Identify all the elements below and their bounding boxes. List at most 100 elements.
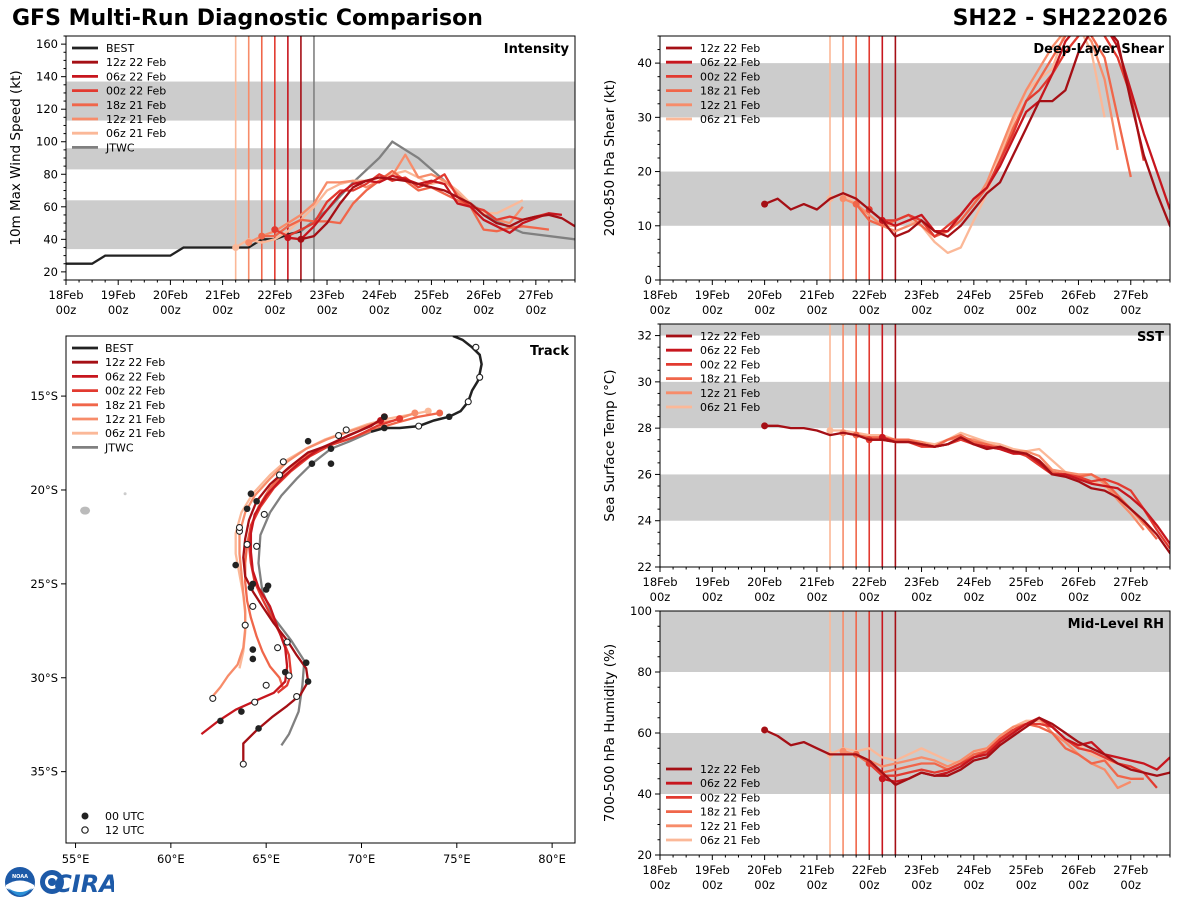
x-tick-label: 22Feb xyxy=(852,863,887,877)
best-track-line xyxy=(370,336,483,434)
x-tick-label: 20Feb xyxy=(747,288,782,302)
x-tick-label: 25Feb xyxy=(414,288,449,302)
legend-label: 12z 21 Feb xyxy=(700,820,760,833)
x-tick-hour-label: 00z xyxy=(859,303,880,317)
series-init-point xyxy=(761,200,769,208)
x-tick-hour-label: 00z xyxy=(1120,303,1141,317)
x-tick-label: 22Feb xyxy=(852,288,887,302)
y-tick-label: 24 xyxy=(637,514,652,528)
marker-12utc xyxy=(293,692,301,701)
x-tick-hour-label: 00z xyxy=(702,303,723,317)
x-tick-hour-label: 00z xyxy=(1068,878,1089,892)
x-tick-hour-label: 00z xyxy=(56,303,77,317)
forecast-init-point xyxy=(411,409,419,417)
marker-12utc xyxy=(235,523,244,532)
rh-panel: 2040608010018Feb00z19Feb00z20Feb00z21Feb… xyxy=(602,604,1171,892)
series-init-point xyxy=(245,239,253,247)
legend-label: 06z 21 Feb xyxy=(700,113,760,126)
x-tick-hour-label: 00z xyxy=(1016,878,1037,892)
x-tick-hour-label: 00z xyxy=(911,303,932,317)
y-tick-label: 100 xyxy=(36,135,58,149)
marker-00utc xyxy=(232,561,239,569)
x-tick-label: 18Feb xyxy=(643,288,678,302)
series-line xyxy=(287,174,563,241)
lon-tick-label: 55°E xyxy=(62,852,90,866)
legend-label: 12z 21 Feb xyxy=(105,413,165,426)
legend-label: 06z 21 Feb xyxy=(700,401,760,414)
marker-00utc xyxy=(247,490,255,498)
x-tick-hour-label: 00z xyxy=(964,878,985,892)
x-tick-hour-label: 00z xyxy=(1120,590,1141,604)
series-init-point xyxy=(878,775,886,783)
category-band xyxy=(66,148,575,170)
y-tick-label: 40 xyxy=(637,56,652,70)
x-tick-hour-label: 00z xyxy=(108,303,129,317)
x-tick-label: 25Feb xyxy=(1009,575,1044,589)
x-tick-hour-label: 00z xyxy=(264,303,285,317)
y-tick-label: 30 xyxy=(637,375,652,389)
marker-12utc xyxy=(283,638,291,646)
marker-12utc xyxy=(335,431,343,440)
legend-label: 12z 21 Feb xyxy=(700,387,760,400)
series-init-point xyxy=(839,747,847,755)
noaa-logo-icon: NOAA xyxy=(5,867,35,897)
x-tick-hour-label: 00z xyxy=(212,303,233,317)
series-group xyxy=(761,422,1170,556)
series-line xyxy=(764,424,1170,556)
marker-legend-00utc xyxy=(81,812,89,820)
x-tick-label: 21Feb xyxy=(799,863,834,877)
series-init-point xyxy=(284,234,292,242)
marker-12utc xyxy=(262,681,270,689)
x-tick-label: 20Feb xyxy=(747,863,782,877)
marker-12utc xyxy=(274,644,282,652)
x-tick-label: 18Feb xyxy=(49,288,84,302)
panel-title: SST xyxy=(1137,330,1164,345)
series-init-point xyxy=(761,726,769,734)
y-tick-label: 30 xyxy=(637,110,652,124)
y-axis-label: 10m Max Wind Speed (kt) xyxy=(8,70,24,245)
y-tick-label: 60 xyxy=(43,200,58,214)
legend-label: 12z 21 Feb xyxy=(700,99,760,112)
shear-panel: 01020304018Feb00z19Feb00z20Feb00z21Feb00… xyxy=(602,35,1171,317)
island-mauritius xyxy=(123,492,127,496)
legend-label: 12 UTC xyxy=(105,824,145,837)
x-tick-hour-label: 00z xyxy=(911,590,932,604)
x-tick-hour-label: 00z xyxy=(754,878,775,892)
marker-12utc xyxy=(285,672,293,680)
marker-12utc xyxy=(415,422,423,430)
x-tick-label: 20Feb xyxy=(153,288,188,302)
marker-12utc xyxy=(209,694,217,702)
x-tick-label: 26Feb xyxy=(1061,288,1096,302)
x-tick-hour-label: 00z xyxy=(754,590,775,604)
intensity-panel: 2040608010012014016018Feb00z19Feb00z20Fe… xyxy=(8,35,576,317)
x-tick-label: 23Feb xyxy=(310,288,345,302)
x-tick-hour-label: 00z xyxy=(754,303,775,317)
legend-label: 18z 21 Feb xyxy=(700,806,760,819)
marker-12utc xyxy=(243,540,251,548)
marker-00utc xyxy=(217,717,224,725)
cira-logo-text: CIRA xyxy=(54,870,114,898)
x-tick-label: 27Feb xyxy=(1113,863,1148,877)
y-tick-label: 20 xyxy=(43,265,58,279)
x-tick-hour-label: 00z xyxy=(702,590,723,604)
x-tick-hour-label: 00z xyxy=(421,303,442,317)
marker-00utc xyxy=(253,497,260,505)
category-band xyxy=(660,381,1170,429)
series-init-point xyxy=(232,243,240,251)
x-tick-label: 26Feb xyxy=(1061,575,1096,589)
panel-title: Mid-Level RH xyxy=(1068,617,1164,632)
legend-label: 12z 22 Feb xyxy=(700,330,760,343)
x-tick-hour-label: 00z xyxy=(859,878,880,892)
marker-00utc xyxy=(327,445,335,452)
series-init-point xyxy=(852,200,860,208)
legend-label: BEST xyxy=(105,342,133,355)
x-tick-hour-label: 00z xyxy=(317,303,338,317)
x-tick-label: 21Feb xyxy=(799,575,834,589)
x-tick-hour-label: 00z xyxy=(1016,590,1037,604)
marker-00utc xyxy=(264,582,272,590)
marker-12utc xyxy=(239,760,247,768)
x-tick-label: 24Feb xyxy=(956,288,991,302)
marker-00utc xyxy=(304,678,312,685)
legend-label: 06z 22 Feb xyxy=(106,70,166,83)
island-reunion xyxy=(80,506,91,515)
